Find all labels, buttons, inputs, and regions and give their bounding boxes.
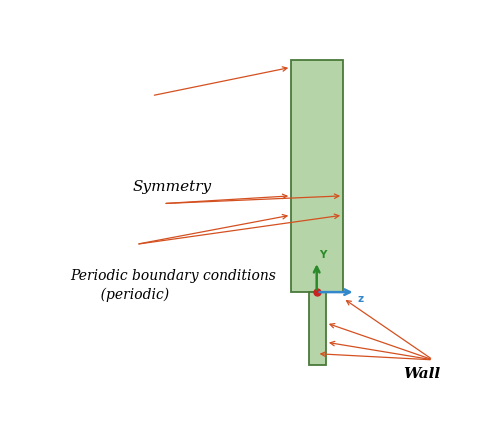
Bar — [309, 292, 326, 365]
Text: Y: Y — [319, 250, 326, 260]
Text: Symmetry: Symmetry — [132, 181, 212, 194]
Bar — [291, 60, 343, 292]
Text: Periodic boundary conditions
       (periodic): Periodic boundary conditions (periodic) — [70, 269, 276, 302]
Text: z: z — [357, 294, 363, 303]
Text: Wall: Wall — [404, 367, 440, 380]
